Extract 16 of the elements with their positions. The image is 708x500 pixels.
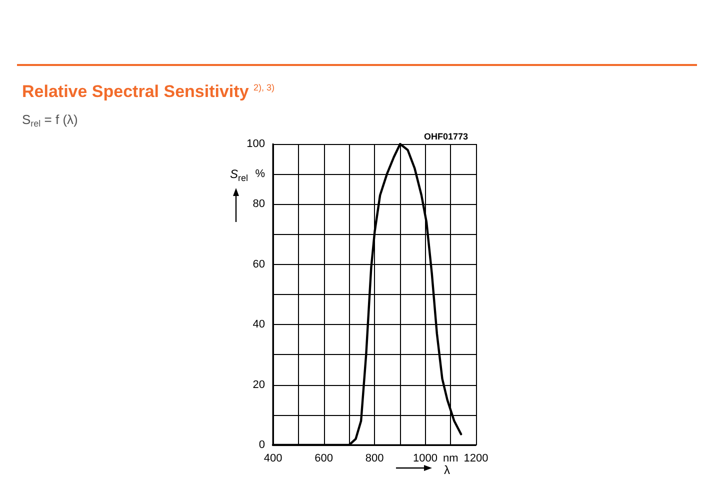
- x-tick-label: 400: [264, 452, 282, 464]
- x-tick-label: 600: [314, 452, 333, 464]
- y-tick-label: 80: [252, 198, 265, 210]
- x-tick-label: nm: [442, 452, 458, 464]
- y-tick-label: 40: [252, 318, 265, 331]
- y-tick-label: 100: [246, 138, 265, 150]
- x-axis-title: λ: [444, 463, 450, 477]
- y-tick-label: 60: [252, 258, 265, 270]
- x-tick-label: 1000: [413, 452, 438, 464]
- x-tick-label: 800: [365, 452, 384, 464]
- chart-title: Relative Spectral Sensitivity 2), 3): [22, 82, 275, 101]
- text: OHF01773: [424, 132, 468, 142]
- y-tick-label: %: [255, 168, 266, 180]
- x-tick-label: 1200: [464, 452, 488, 464]
- y-tick-label: 20: [252, 378, 265, 391]
- y-tick-label: 0: [258, 439, 265, 451]
